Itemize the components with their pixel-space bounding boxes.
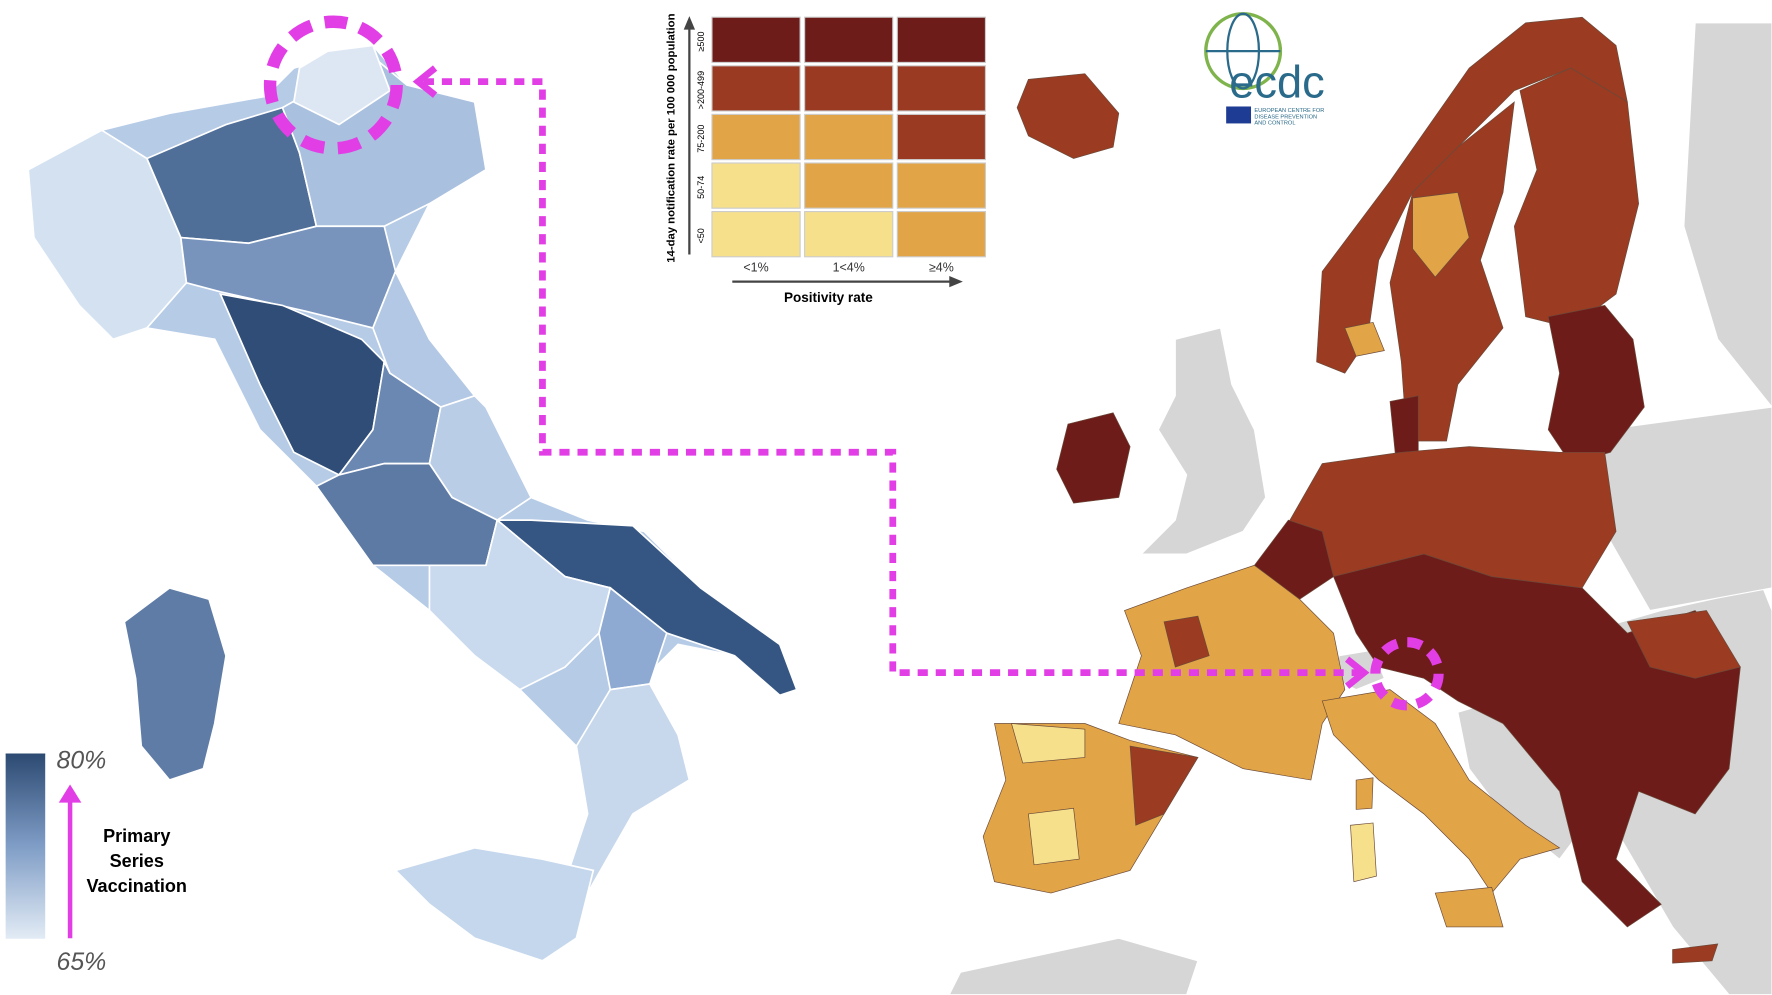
- matrix-cell: [804, 65, 894, 112]
- matrix-cell: [804, 113, 894, 161]
- matrix-cell: [896, 16, 987, 63]
- matrix-cell: [711, 16, 801, 63]
- risk-matrix: 14-day notification rate per 100 000 pop…: [666, 13, 987, 305]
- caption-line: Primary: [103, 826, 170, 846]
- highlight-circle: [263, 15, 403, 155]
- highlight-circle: [1370, 637, 1444, 711]
- matrix-cell: [711, 162, 801, 209]
- matrix-row-label: 50-74: [696, 176, 706, 199]
- matrix-y-label: 14-day notification rate per 100 000 pop…: [666, 13, 678, 262]
- eu-flag: [1226, 106, 1252, 124]
- legend-max-label: 80%: [57, 747, 107, 775]
- arrowhead: [949, 276, 963, 288]
- vaccination-legend: 80% 65% Primary Series Vaccination: [5, 747, 187, 976]
- europe-map: [948, 16, 1772, 995]
- caption-line: Vaccination: [87, 876, 187, 896]
- ecdc-logo: ecdc EUROPEAN CENTRE FOR DISEASE PREVENTI…: [1204, 12, 1325, 127]
- legend-min-label: 65%: [57, 948, 107, 976]
- matrix-row-label: 75-200: [696, 125, 706, 153]
- legend-caption: Primary Series Vaccination: [87, 826, 187, 896]
- matrix-cell: [711, 65, 801, 112]
- matrix-cell: [896, 211, 987, 258]
- connector: [263, 15, 1444, 711]
- caption-line: Series: [110, 851, 164, 871]
- matrix-x-label: Positivity rate: [784, 290, 873, 305]
- arrowhead: [1344, 656, 1370, 689]
- matrix-cell: [896, 65, 987, 112]
- matrix-cell: [804, 16, 894, 63]
- logo-subtitle: EUROPEAN CENTRE FOR DISEASE PREVENTION AND…: [1254, 108, 1324, 126]
- dotted-arrow: [423, 78, 1362, 677]
- matrix-cell: [804, 211, 894, 258]
- matrix-row-label: <50: [696, 228, 706, 243]
- arrowhead: [412, 65, 438, 98]
- subtitle-line: AND CONTROL: [1254, 121, 1295, 127]
- matrix-cell: [896, 162, 987, 209]
- logo-name: ecdc: [1229, 56, 1324, 107]
- matrix-cell: [711, 211, 801, 258]
- arrowhead: [683, 16, 696, 30]
- matrix-cell: [896, 113, 987, 161]
- matrix-col-label: 1<4%: [833, 260, 865, 274]
- subtitle-line: EUROPEAN CENTRE FOR: [1254, 108, 1324, 114]
- matrix-row-label: >200-499: [696, 71, 706, 109]
- legend-arrowhead: [58, 784, 82, 803]
- matrix-col-label: <1%: [743, 260, 768, 274]
- matrix-col-label: ≥4%: [929, 260, 954, 274]
- matrix-cell: [711, 113, 801, 161]
- italy-map: [27, 44, 798, 962]
- subtitle-line: DISEASE PREVENTION: [1254, 114, 1317, 120]
- colorbar: [5, 754, 46, 939]
- matrix-cell: [804, 162, 894, 209]
- matrix-row-label: ≥500: [696, 31, 706, 51]
